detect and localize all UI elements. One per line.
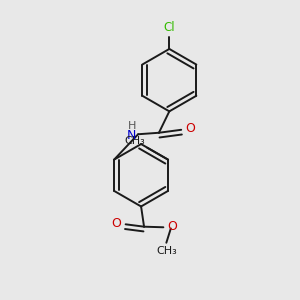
Text: Cl: Cl	[164, 21, 175, 34]
Text: N: N	[126, 129, 136, 142]
Text: O: O	[112, 217, 122, 230]
Text: CH₃: CH₃	[157, 246, 177, 256]
Text: O: O	[167, 220, 177, 233]
Text: CH₃: CH₃	[124, 136, 145, 146]
Text: H: H	[128, 121, 136, 131]
Text: O: O	[185, 122, 195, 135]
